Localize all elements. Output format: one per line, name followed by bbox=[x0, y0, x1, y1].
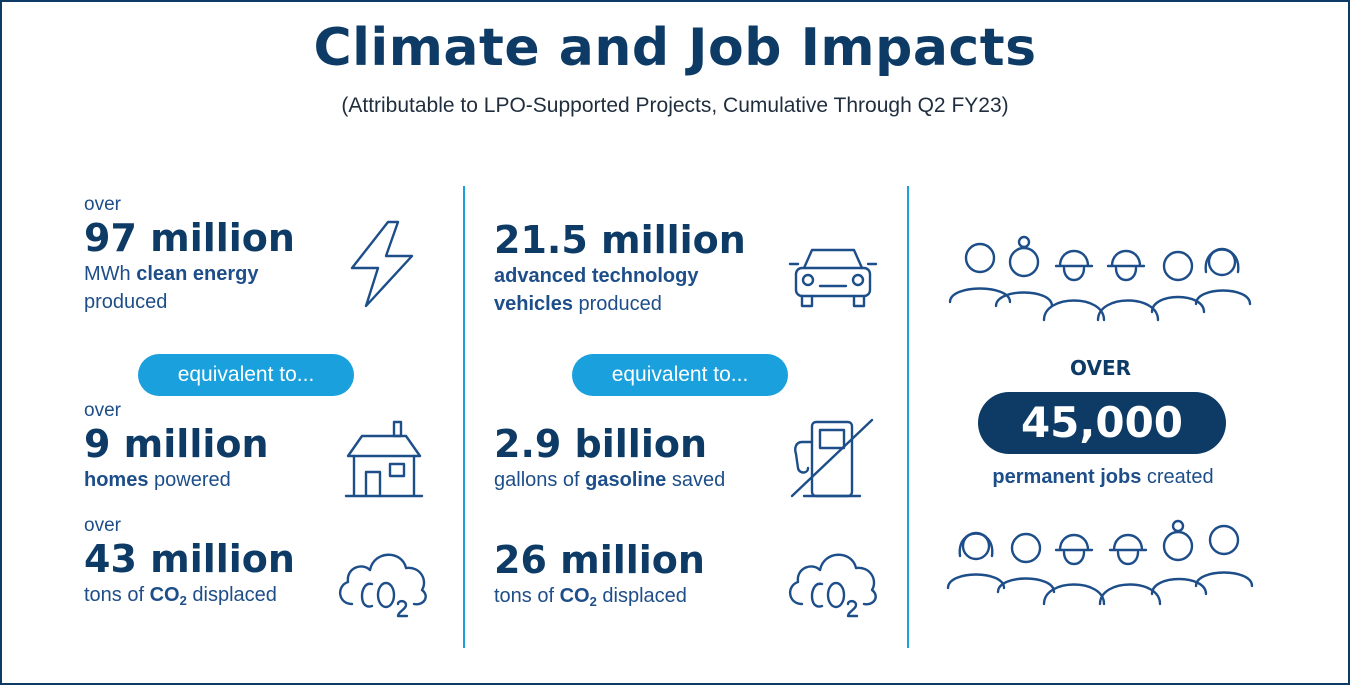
stat-homes: over 9 million homes powered bbox=[84, 400, 269, 494]
stat-qualifier: over bbox=[84, 400, 121, 421]
co2-cloud-icon bbox=[789, 553, 877, 618]
workers-group-icon bbox=[948, 235, 1252, 322]
stat-value: 43 million bbox=[84, 537, 295, 581]
equivalent-badge-middle: equivalent to... bbox=[572, 354, 788, 396]
stat-value: 2.9 billion bbox=[494, 422, 708, 466]
page-title: Climate and Job Impacts bbox=[313, 18, 1037, 78]
workers-group-icon bbox=[946, 519, 1254, 606]
stat-co2-middle: 26 million tons of CO2 displaced bbox=[494, 538, 705, 616]
house-icon bbox=[344, 420, 424, 498]
stat-description: advanced technology vehicles produced bbox=[494, 265, 699, 315]
stat-description: MWh clean energy produced bbox=[84, 263, 259, 313]
stat-description: gallons of gasoline saved bbox=[494, 469, 726, 491]
stat-value: 26 million bbox=[494, 538, 705, 582]
stat-vehicles: 21.5 million advanced technology vehicle… bbox=[494, 218, 746, 318]
jobs-description: permanent jobs created bbox=[992, 466, 1214, 488]
equivalent-badge-left: equivalent to... bbox=[138, 354, 354, 396]
stat-description: tons of CO2 displaced bbox=[84, 584, 277, 608]
co2-cloud-icon bbox=[339, 553, 427, 618]
jobs-value-badge: 45,000 bbox=[978, 392, 1226, 454]
car-icon bbox=[788, 248, 878, 308]
jobs-qualifier: OVER bbox=[1070, 356, 1132, 380]
stat-value: 9 million bbox=[84, 422, 269, 466]
no-gas-pump-icon bbox=[790, 418, 874, 498]
stat-co2-left: over 43 million tons of CO2 displaced bbox=[84, 515, 295, 615]
stat-value: 97 million bbox=[84, 216, 295, 260]
lightning-icon bbox=[350, 220, 414, 308]
column-divider-left bbox=[463, 186, 465, 648]
stat-value: 21.5 million bbox=[494, 218, 746, 262]
stat-description: homes powered bbox=[84, 469, 231, 491]
stat-qualifier: over bbox=[84, 194, 121, 215]
stat-qualifier: over bbox=[84, 515, 121, 536]
stat-description: tons of CO2 displaced bbox=[494, 585, 687, 609]
stat-clean-energy: over 97 million MWh clean energy produce… bbox=[84, 194, 295, 316]
stat-gasoline: 2.9 billion gallons of gasoline saved bbox=[494, 422, 725, 494]
column-divider-right bbox=[907, 186, 909, 648]
page-subtitle: (Attributable to LPO-Supported Projects,… bbox=[341, 94, 1009, 117]
